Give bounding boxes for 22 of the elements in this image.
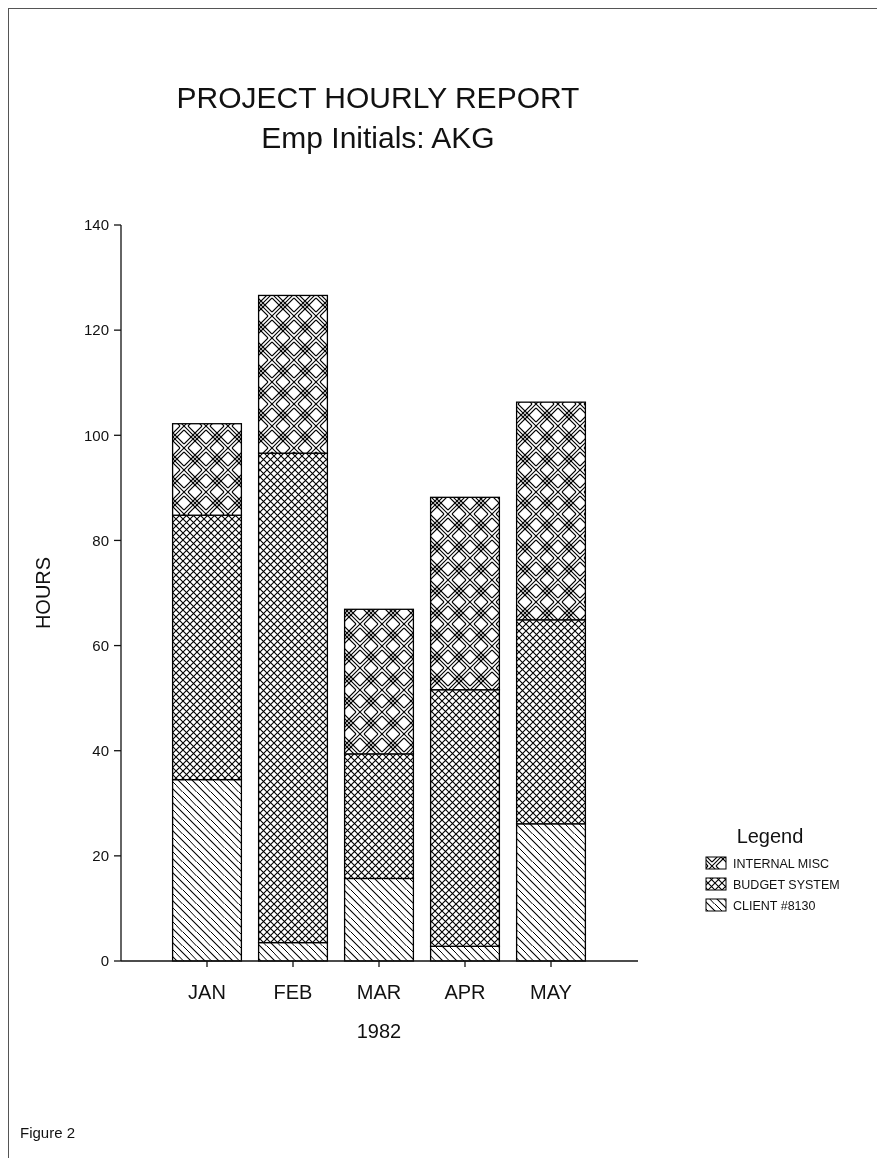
y-axis-title: HOURS — [32, 556, 54, 630]
x-tick-label: MAR — [356, 981, 402, 1003]
x-tick-label: FEB — [273, 981, 313, 1003]
y-tick-label: 140 — [83, 216, 109, 234]
caption: Figure 2 — [20, 1124, 76, 1141]
x-tick-label: JAN — [188, 981, 226, 1003]
y-tick-label: 60 — [92, 636, 109, 654]
legend-label: CLIENT #8130 — [733, 899, 816, 913]
y-tick-label: 40 — [92, 741, 109, 759]
legend-label: BUDGET SYSTEM — [733, 878, 840, 892]
y-tick-label: 80 — [92, 531, 109, 549]
x-tick-label: APR — [444, 981, 486, 1003]
chart-subtitle: Emp Initials: AKG — [261, 121, 495, 154]
x-tick-label: MAY — [530, 981, 572, 1003]
legend-label: INTERNAL MISC — [733, 857, 830, 871]
y-tick-label: 120 — [83, 321, 109, 339]
x-axis-title: 1982 — [356, 1020, 402, 1042]
legend-title: Legend — [736, 825, 804, 847]
y-tick-label: 0 — [100, 952, 109, 970]
chart-title: PROJECT HOURLY REPORT — [176, 81, 580, 114]
y-tick-label: 100 — [83, 426, 109, 444]
y-tick-label: 20 — [92, 847, 109, 865]
